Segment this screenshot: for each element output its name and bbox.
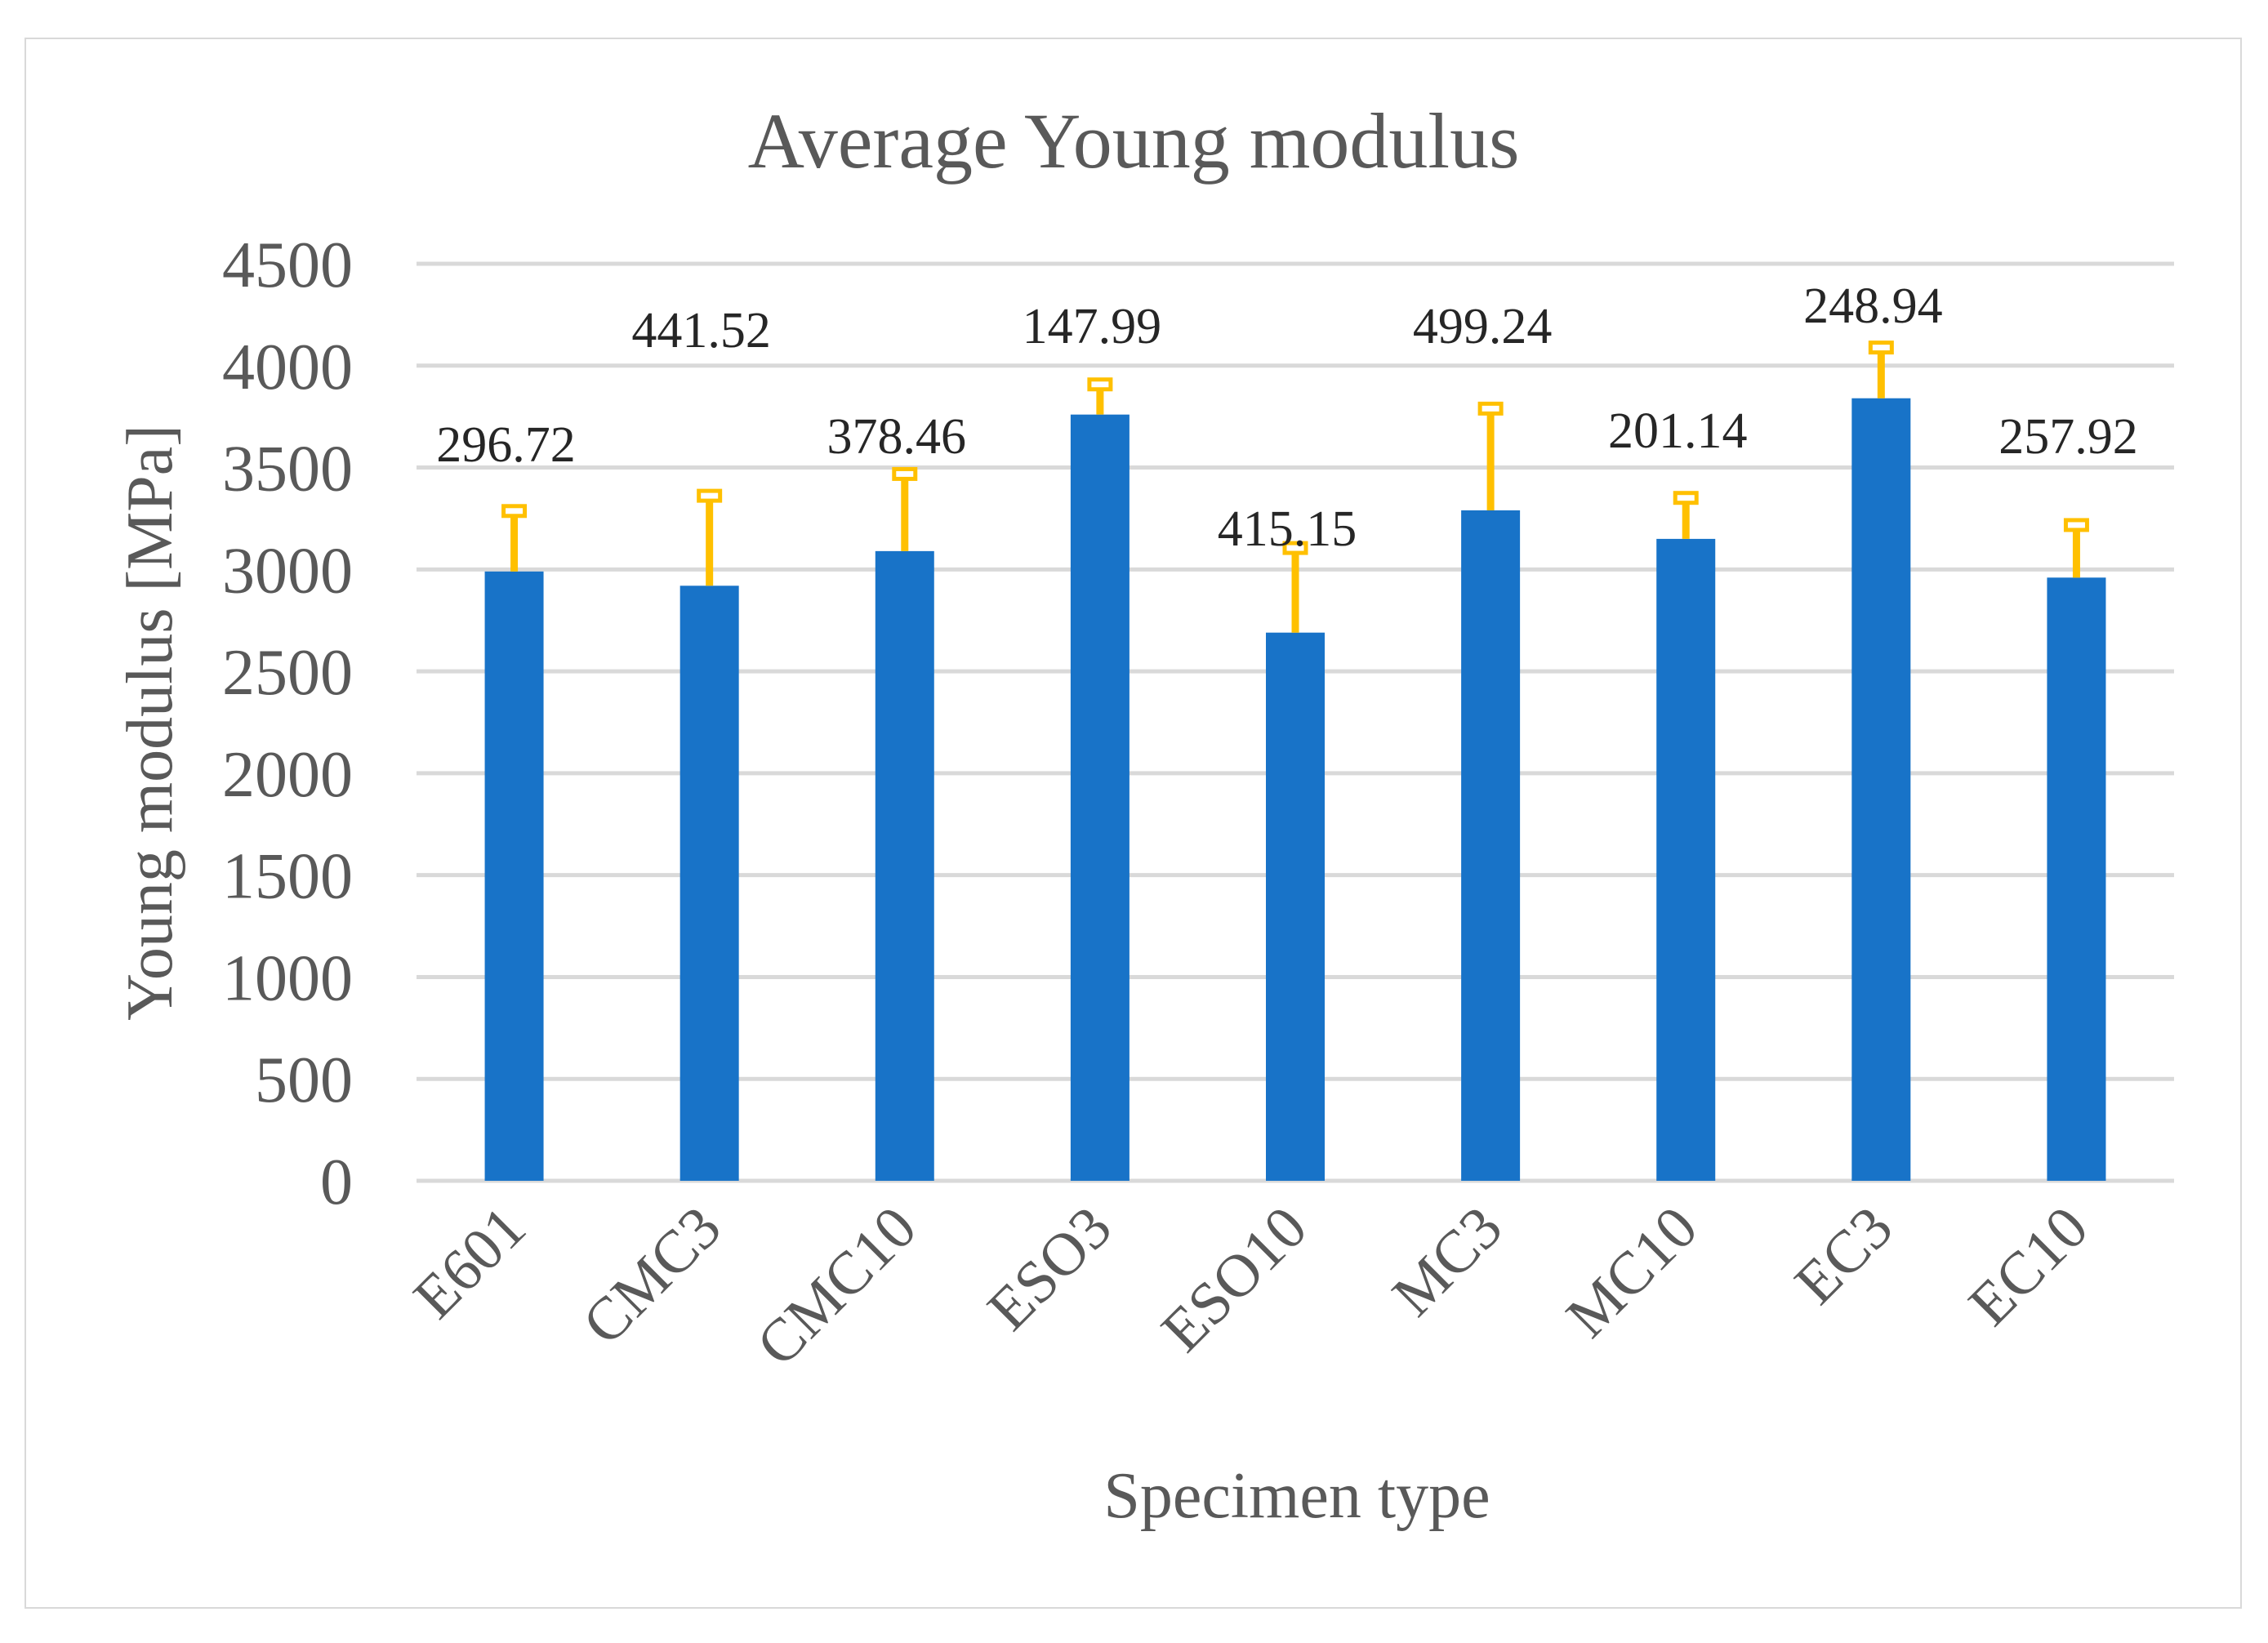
data-label: 147.99	[1023, 299, 1162, 354]
error-bars	[501, 341, 2089, 633]
data-label: 257.92	[1998, 409, 2138, 465]
chart-title: Average Young modulus	[748, 97, 1520, 185]
bar	[1266, 632, 1325, 1181]
data-labels: 296.72 441.52 378.46 147.99 415.15 499.24 201.…	[436, 278, 2137, 557]
bar	[1656, 538, 1716, 1181]
bar	[484, 571, 544, 1181]
data-label: 201.14	[1608, 403, 1748, 459]
x-axis-ticks: E601 CMC3 CMC10 ESO3 ESO10 MC3 MC10 EC3 EC10	[401, 1194, 2101, 1379]
x-tick-label: EC10	[1956, 1194, 2101, 1338]
error-bar-cap	[501, 504, 528, 519]
y-tick-label: 500	[255, 1044, 353, 1116]
x-tick-label: E601	[401, 1194, 538, 1331]
error-bar-cap	[1673, 491, 1699, 505]
y-tick-label: 4000	[222, 332, 353, 403]
error-bar-cap	[2063, 518, 2089, 532]
data-label: 248.94	[1803, 278, 1943, 334]
error-bar-cap	[697, 488, 723, 503]
y-axis-ticks: 0 500 1000 1500 2000 2500 3000 3500 4000 4500	[222, 229, 353, 1218]
error-bar-cap	[1477, 401, 1504, 416]
y-tick-label: 2000	[222, 739, 353, 811]
x-tick-label: ESO10	[1149, 1194, 1320, 1365]
error-bar-cap	[1282, 541, 1308, 555]
x-tick-label: ESO3	[975, 1194, 1125, 1343]
data-label: 296.72	[436, 417, 576, 473]
bar	[680, 586, 739, 1181]
data-label: 499.24	[1413, 299, 1553, 354]
y-tick-label: 1500	[222, 841, 353, 913]
x-axis-title: Specimen type	[1103, 1460, 1490, 1532]
y-tick-label: 1000	[222, 942, 353, 1014]
y-tick-label: 3000	[222, 535, 353, 607]
bar	[875, 550, 934, 1181]
bar	[1070, 414, 1130, 1181]
y-tick-label: 4500	[222, 229, 353, 301]
error-bar-cap	[892, 466, 918, 481]
x-tick-label: MC10	[1554, 1194, 1711, 1351]
y-tick-label: 3500	[222, 434, 353, 505]
bars	[484, 398, 2106, 1181]
error-bar-cap	[1087, 377, 1113, 392]
x-tick-label: EC3	[1782, 1194, 1905, 1317]
data-label: 415.15	[1218, 501, 1357, 557]
bar	[2047, 577, 2106, 1181]
error-bar-cap	[1868, 341, 1894, 355]
x-tick-label: CMC3	[570, 1194, 733, 1357]
x-tick-label: MC3	[1380, 1194, 1516, 1329]
data-label: 378.46	[827, 409, 967, 465]
y-tick-label: 2500	[222, 637, 353, 709]
chart-frame	[25, 38, 2242, 1609]
bar	[1851, 398, 1911, 1181]
data-label: 441.52	[631, 303, 771, 358]
y-tick-label: 0	[320, 1147, 353, 1218]
bar	[1461, 510, 1521, 1181]
y-axis-title: Young modulus [MPa]	[114, 425, 186, 1021]
x-tick-label: CMC10	[744, 1194, 929, 1379]
